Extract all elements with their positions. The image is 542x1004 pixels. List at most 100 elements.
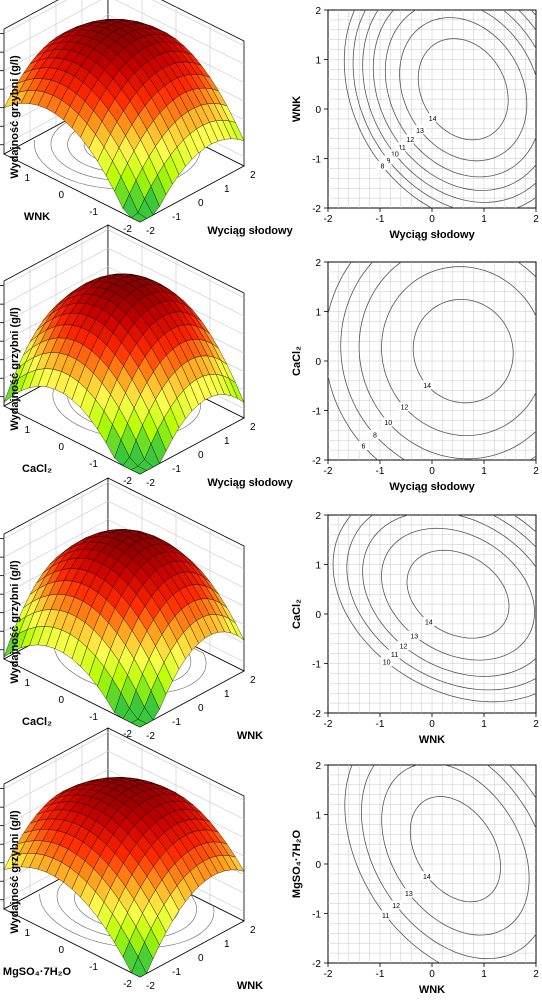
x-axis-title: WNK [419, 734, 445, 746]
contour-line [381, 765, 530, 936]
contour-label: 8 [373, 433, 377, 440]
contour-label-bg [398, 402, 411, 412]
contour-line [399, 17, 528, 162]
surface-facet [131, 212, 147, 223]
contour-label-bg [388, 149, 401, 159]
y-tick-label: -2 [146, 478, 155, 489]
contour-label: 6 [361, 444, 365, 451]
contour-line [340, 262, 536, 460]
wall-gridline [3, 500, 245, 570]
contour-label-bg [390, 900, 403, 910]
y-tick-label: 2 [250, 170, 256, 181]
y-tick-label: 0 [198, 450, 204, 461]
y-tick-label: 1 [315, 811, 321, 822]
x-tick-label: 1 [24, 928, 30, 939]
y-tick-label: -2 [312, 204, 321, 215]
y-tick-label: -2 [146, 731, 155, 742]
contour-lines [344, 765, 536, 963]
x-tick-label: 1 [481, 719, 487, 730]
x-tick-label: 1 [481, 214, 487, 225]
contour-label: 14 [423, 874, 431, 881]
contour-line [381, 527, 535, 661]
y-tick-label: -1 [172, 212, 181, 223]
y-axis-title: Wyciąg słodowy [207, 477, 293, 489]
contour-line [372, 10, 536, 191]
y-axis-title: WNK [291, 96, 303, 122]
y-tick-label: 1 [315, 56, 321, 67]
x-tick-label: 1 [481, 969, 487, 980]
contour-line [412, 299, 514, 404]
wall-gridline [3, 750, 245, 820]
wall-gridline [3, 14, 245, 83]
z-axis-title: Wydajność grzybni (g/l) [9, 560, 21, 684]
x-tick-label: 0 [429, 719, 435, 730]
y-axis-title: MgSO₄·7H₂O [291, 829, 303, 898]
y-tick-label: -2 [312, 709, 321, 720]
x-tick-label: 0 [429, 969, 435, 980]
x-tick-label: 2 [533, 719, 539, 730]
contour-label: 13 [410, 633, 418, 640]
x-tick-label: 0 [58, 945, 64, 956]
contour-lines [343, 10, 536, 208]
contour-line [362, 10, 536, 203]
contour-line [417, 38, 509, 141]
y-tick-label: -1 [172, 717, 181, 728]
contour-label-bg [420, 871, 433, 881]
contour-lines [332, 515, 536, 703]
x-tick-label: 0 [58, 442, 64, 453]
x-axis-title: CaCl₂ [22, 463, 52, 475]
x-tick-label: -1 [376, 969, 385, 980]
y-tick-label: -2 [312, 959, 321, 970]
contour-line [358, 262, 536, 460]
wall-gridline [3, 0, 245, 46]
x-tick-label: -2 [123, 224, 132, 235]
contour-label-bg [382, 155, 395, 165]
contour-label-bg [368, 430, 381, 440]
y-tick-label: 1 [224, 689, 230, 700]
contour-label: 8 [380, 164, 384, 171]
contour-label: 11 [398, 145, 405, 152]
x-tick-label: -1 [89, 459, 98, 470]
wall-gridline [3, 482, 245, 551]
wall-gridline [3, 0, 245, 65]
x-tick-label: -2 [123, 729, 132, 740]
contour-label: 11 [382, 913, 389, 920]
contour-label-bg [357, 441, 370, 451]
contour-line [332, 515, 536, 703]
y-tick-label: -1 [312, 155, 321, 166]
wall-gridline [3, 519, 245, 588]
x-tick-label: 2 [533, 969, 539, 980]
x-tick-label: -2 [324, 719, 333, 730]
contour-lines [328, 262, 536, 460]
wall-gridline [3, 732, 245, 801]
x-tick-label: -2 [123, 979, 132, 990]
y-tick-label: 2 [250, 925, 256, 936]
y-tick-label: 2 [315, 511, 321, 522]
x-axis-title: WNK [24, 211, 50, 223]
y-tick-label: -1 [172, 967, 181, 978]
contour-label: 12 [392, 903, 400, 910]
contour-label: 10 [391, 152, 399, 159]
y-axis-title: Wyciąg słodowy [207, 225, 293, 237]
y-tick-label: 2 [315, 6, 321, 17]
contour-label: 9 [386, 158, 390, 165]
contour-label: 12 [400, 644, 408, 651]
contour-label-bg [422, 616, 435, 626]
contour-label: 13 [405, 891, 413, 898]
x-tick-label: 1 [481, 466, 487, 477]
contour-label: 14 [425, 619, 433, 626]
y-tick-label: 2 [315, 258, 321, 269]
wall-gridline [3, 266, 245, 335]
x-tick-label: 0 [429, 466, 435, 477]
x-tick-label: -1 [376, 466, 385, 477]
contour-line [381, 266, 536, 437]
x-tick-label: 0 [58, 190, 64, 201]
y-tick-label: 2 [250, 422, 256, 433]
contour-label-bg [397, 641, 410, 651]
x-tick-label: 1 [24, 173, 30, 184]
contour-label: 11 [391, 652, 398, 659]
x-tick-label: -1 [89, 962, 98, 973]
